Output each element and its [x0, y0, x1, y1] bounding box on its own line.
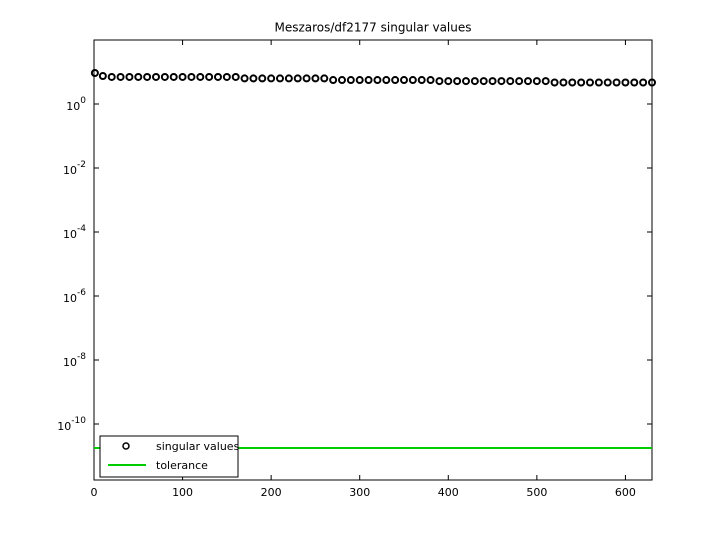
- data-point: [559, 78, 568, 87]
- data-point: [373, 76, 382, 85]
- data-point: [302, 74, 311, 83]
- data-point: [577, 78, 586, 87]
- legend-label: tolerance: [156, 459, 208, 472]
- data-point: [214, 72, 222, 81]
- data-point: [603, 78, 612, 87]
- plot-frame: [93, 39, 653, 481]
- data-point: [435, 77, 444, 86]
- data-point: [524, 77, 532, 86]
- data-point: [630, 78, 639, 87]
- data-point: [382, 76, 391, 85]
- data-point: [125, 72, 134, 81]
- data-point: [187, 72, 196, 81]
- data-point: [249, 74, 258, 83]
- data-point: [152, 72, 160, 81]
- data-point: [417, 76, 426, 85]
- data-point: [364, 76, 373, 85]
- data-point: [586, 78, 594, 87]
- data-point: [267, 74, 276, 83]
- data-point: [338, 76, 346, 85]
- data-point: [240, 74, 249, 83]
- data-point: [329, 76, 338, 85]
- y-tick-label: 10-6: [63, 287, 86, 305]
- data-point: [612, 78, 621, 87]
- data-point: [311, 74, 320, 83]
- data-point: [541, 77, 550, 86]
- data-point: [116, 72, 125, 81]
- y-tick-label: 10-8: [63, 351, 86, 369]
- x-tick-label: 0: [91, 486, 98, 499]
- data-point: [276, 74, 284, 83]
- data-point: [639, 78, 648, 87]
- data-point: [453, 77, 462, 86]
- data-point: [391, 76, 400, 85]
- data-point: [205, 72, 214, 81]
- x-tick-label: 600: [615, 486, 636, 499]
- data-point: [178, 72, 187, 81]
- data-point: [515, 77, 524, 86]
- data-point: [497, 77, 506, 86]
- x-tick-label: 500: [526, 486, 547, 499]
- data-point: [346, 76, 355, 85]
- data-point: [196, 72, 205, 81]
- y-tick-label: 10-2: [63, 159, 86, 177]
- y-tick-label: 10-4: [63, 223, 86, 241]
- data-point: [258, 74, 267, 83]
- data-point: [594, 78, 603, 87]
- data-point: [134, 72, 143, 81]
- data-point: [400, 76, 408, 85]
- data-point: [462, 77, 470, 86]
- x-tick-label: 300: [349, 486, 370, 499]
- data-point: [506, 77, 515, 86]
- data-point: [621, 78, 630, 87]
- chart-title: Meszaros/df2177 singular values: [274, 21, 471, 35]
- data-point: [90, 69, 99, 78]
- data-point: [355, 76, 364, 85]
- data-point: [470, 77, 479, 86]
- data-point: [293, 74, 302, 83]
- data-point: [222, 72, 231, 81]
- data-point: [648, 78, 656, 87]
- y-tick-label: 100: [66, 95, 86, 113]
- legend-marker: [122, 442, 130, 450]
- data-point: [426, 76, 435, 85]
- data-point: [479, 77, 488, 86]
- data-point: [488, 77, 497, 86]
- data-point: [143, 72, 152, 81]
- data-point: [532, 77, 541, 86]
- data-point: [160, 72, 169, 81]
- x-tick-label: 200: [261, 486, 282, 499]
- y-tick-label: 10-10: [57, 415, 86, 433]
- data-point: [107, 72, 116, 81]
- data-point: [568, 78, 577, 87]
- data-point: [408, 76, 417, 85]
- legend-label: singular values: [156, 440, 240, 453]
- data-point: [550, 78, 559, 87]
- x-tick-label: 400: [438, 486, 459, 499]
- data-point: [231, 72, 240, 81]
- legend-box: [99, 435, 239, 478]
- data-point: [284, 74, 293, 83]
- data-point: [98, 71, 107, 80]
- data-point: [169, 72, 178, 81]
- x-tick-label: 100: [172, 486, 193, 499]
- data-point: [444, 77, 453, 86]
- data-point: [320, 74, 329, 83]
